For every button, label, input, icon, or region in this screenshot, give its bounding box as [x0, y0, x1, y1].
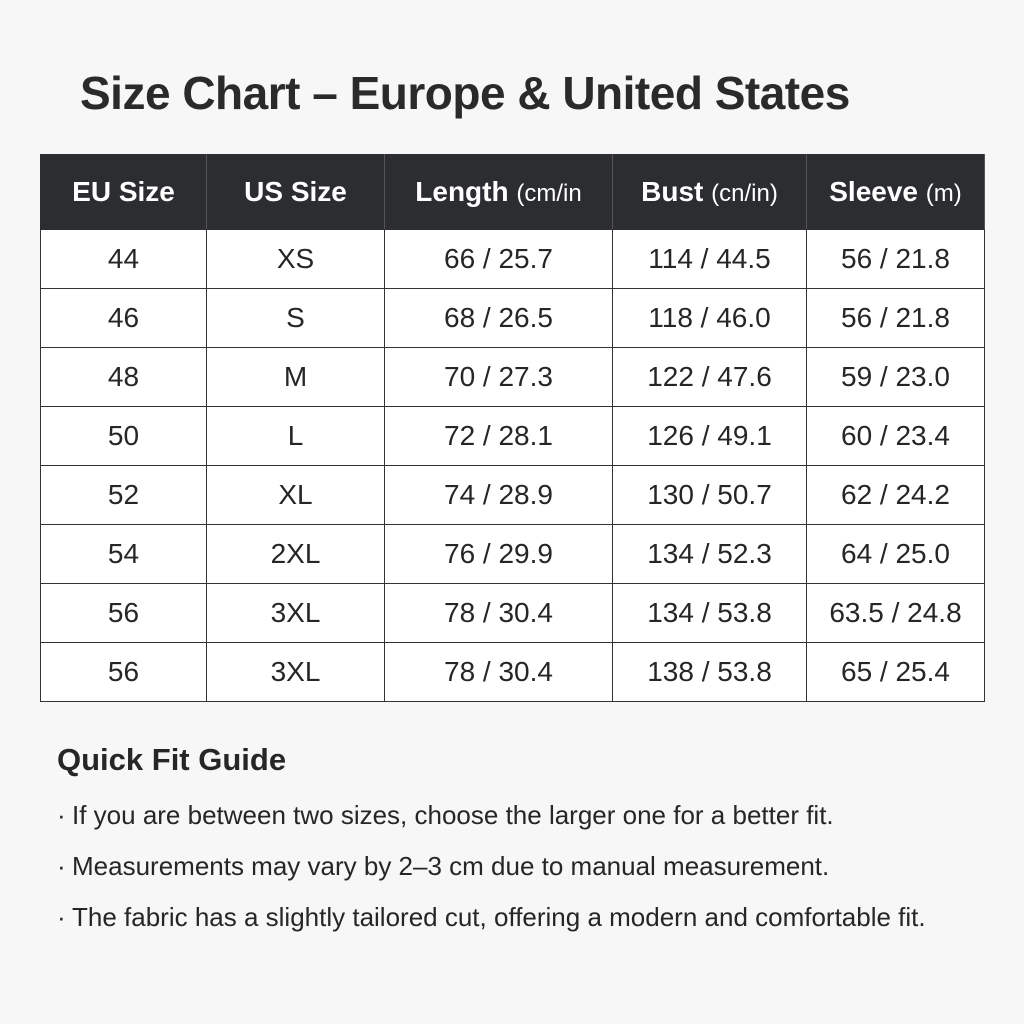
- table-cell: 118 / 46.0: [612, 288, 807, 348]
- table-row: 56 3XL 78 / 30.4 134 / 53.8 63.5 / 24.8: [40, 583, 985, 643]
- table-cell: 64 / 25.0: [806, 524, 985, 584]
- table-row: 50 L 72 / 28.1 126 / 49.1 60 / 23.4: [40, 406, 985, 466]
- guide-title: Quick Fit Guide: [57, 742, 287, 777]
- column-unit: (m): [925, 180, 962, 207]
- table-cell: 68 / 26.5: [384, 288, 613, 348]
- column-name: Length: [415, 176, 509, 207]
- column-name: EU Size: [72, 176, 175, 207]
- table-row: 48 M 70 / 27.3 122 / 47.6 59 / 23.0: [40, 347, 985, 407]
- table-cell: 134 / 53.8: [612, 583, 807, 643]
- table-cell: 65 / 25.4: [806, 642, 985, 702]
- table-cell: 56 / 21.8: [806, 288, 985, 348]
- table-cell: 50: [40, 406, 207, 466]
- table-cell: 48: [40, 347, 207, 407]
- guide-list: If you are between two sizes, choose the…: [57, 792, 957, 945]
- table-cell: S: [206, 288, 385, 348]
- column-unit: (cm/in: [516, 180, 582, 207]
- table-cell: 3XL: [206, 642, 385, 702]
- table-cell: 138 / 53.8: [612, 642, 807, 702]
- table-row: 44 XS 66 / 25.7 114 / 44.5 56 / 21.8: [40, 229, 985, 289]
- table-cell: 74 / 28.9: [384, 465, 613, 525]
- column-name: Sleeve: [829, 176, 918, 207]
- table-cell: 70 / 27.3: [384, 347, 613, 407]
- column-header: US Size: [206, 154, 385, 230]
- table-cell: 78 / 30.4: [384, 642, 613, 702]
- table-cell: 52: [40, 465, 207, 525]
- table-cell: 56 / 21.8: [806, 229, 985, 289]
- table-cell: 114 / 44.5: [612, 229, 807, 289]
- table-cell: L: [206, 406, 385, 466]
- column-header: Sleeve (m): [806, 154, 985, 230]
- table-cell: 60 / 23.4: [806, 406, 985, 466]
- table-cell: 130 / 50.7: [612, 465, 807, 525]
- table-cell: 76 / 29.9: [384, 524, 613, 584]
- table-cell: 3XL: [206, 583, 385, 643]
- table-cell: 126 / 49.1: [612, 406, 807, 466]
- table-cell: 46: [40, 288, 207, 348]
- table-cell: XL: [206, 465, 385, 525]
- column-header: EU Size: [40, 154, 207, 230]
- table-cell: 62 / 24.2: [806, 465, 985, 525]
- column-header: Length (cm/in: [384, 154, 613, 230]
- table-cell: 72 / 28.1: [384, 406, 613, 466]
- header-row: EU Size US Size Length (cm/in Bust (cn/in) S…: [40, 154, 985, 230]
- table-cell: 122 / 47.6: [612, 347, 807, 407]
- table-cell: 56: [40, 642, 207, 702]
- table-row: 54 2XL 76 / 29.9 134 / 52.3 64 / 25.0: [40, 524, 985, 584]
- table-cell: 66 / 25.7: [384, 229, 613, 289]
- column-header: Bust (cn/in): [612, 154, 807, 230]
- table-cell: 59 / 23.0: [806, 347, 985, 407]
- table-cell: 2XL: [206, 524, 385, 584]
- column-unit: (cn/in): [711, 180, 778, 207]
- table-cell: 54: [40, 524, 207, 584]
- table-row: 56 3XL 78 / 30.4 138 / 53.8 65 / 25.4: [40, 642, 985, 702]
- table-cell: 78 / 30.4: [384, 583, 613, 643]
- table-row: 52 XL 74 / 28.9 130 / 50.7 62 / 24.2: [40, 465, 985, 525]
- table-cell: XS: [206, 229, 385, 289]
- guide-item: The fabric has a slightly tailored cut, …: [57, 894, 957, 940]
- table-cell: 134 / 52.3: [612, 524, 807, 584]
- size-table: EU Size US Size Length (cm/in Bust (cn/in) S…: [40, 154, 985, 702]
- page-title: Size Chart – Europe & United States: [80, 67, 850, 119]
- guide-item: Measurements may vary by 2–3 cm due to m…: [57, 843, 957, 889]
- table-cell: 56: [40, 583, 207, 643]
- table-body: 44 XS 66 / 25.7 114 / 44.5 56 / 21.8 46 S 68 / …: [40, 229, 985, 702]
- table-cell: M: [206, 347, 385, 407]
- guide-item: If you are between two sizes, choose the…: [57, 792, 957, 838]
- column-name: Bust: [641, 176, 704, 207]
- table-cell: 44: [40, 229, 207, 289]
- table-cell: 63.5 / 24.8: [806, 583, 985, 643]
- column-name: US Size: [244, 176, 347, 207]
- table-row: 46 S 68 / 26.5 118 / 46.0 56 / 21.8: [40, 288, 985, 348]
